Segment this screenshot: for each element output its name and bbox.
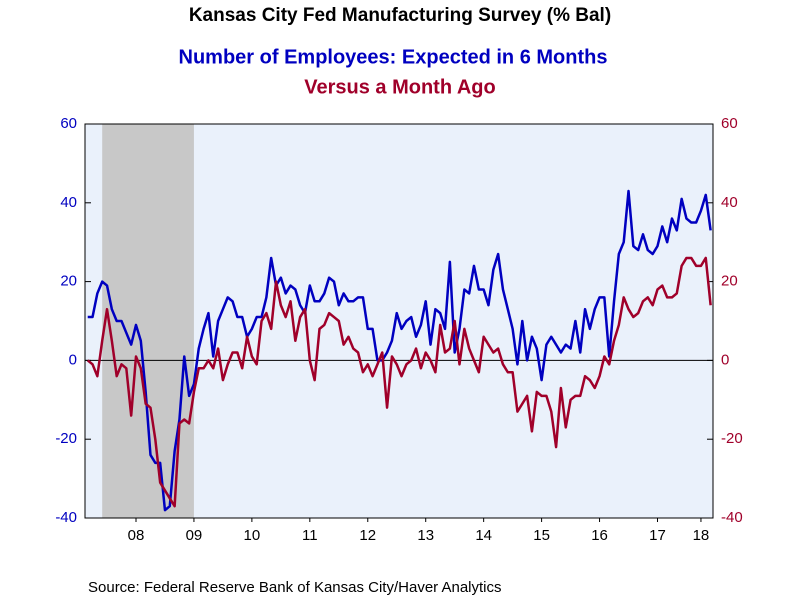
y-tick-label: -20: [55, 430, 77, 447]
series-line: [86, 256, 712, 508]
series-line: [87, 189, 712, 512]
y2-tick-label: 20: [721, 273, 738, 290]
x-tick-label: 13: [417, 527, 434, 544]
plot-border: [84, 123, 714, 519]
y2-tick-label: -40: [721, 509, 743, 526]
x-tick-label: 11: [302, 527, 318, 544]
y-tick-label: 60: [60, 115, 77, 132]
source: Source: Federal Reserve Bank of Kansas C…: [88, 579, 502, 596]
subtitle: Versus a Month Ago: [304, 76, 496, 98]
y-tick-label: -40: [55, 509, 77, 526]
y-tick-label: 20: [60, 273, 77, 290]
x-tick-label: 08: [128, 527, 145, 544]
x-tick-label: 16: [591, 527, 608, 544]
chart-title: Kansas City Fed Manufacturing Survey (% …: [189, 5, 611, 26]
x-tick-label: 09: [186, 527, 203, 544]
x-tick-label: 10: [244, 527, 261, 544]
y2-tick-label: 40: [721, 194, 738, 211]
y2-tick-label: 60: [721, 115, 738, 132]
y2-tick-label: -20: [721, 430, 743, 447]
x-tick-label: 15: [533, 527, 550, 544]
y-tick-label: 40: [60, 194, 77, 211]
x-tick-label: 17: [649, 527, 666, 544]
x-tick-label: 14: [475, 527, 492, 544]
subtitle: Number of Employees: Expected in 6 Month…: [179, 46, 608, 68]
x-tick-label: 12: [359, 527, 376, 544]
y2-tick-label: 0: [721, 351, 729, 368]
y-tick-label: 0: [69, 351, 77, 368]
x-tick-label: 18: [693, 527, 710, 544]
